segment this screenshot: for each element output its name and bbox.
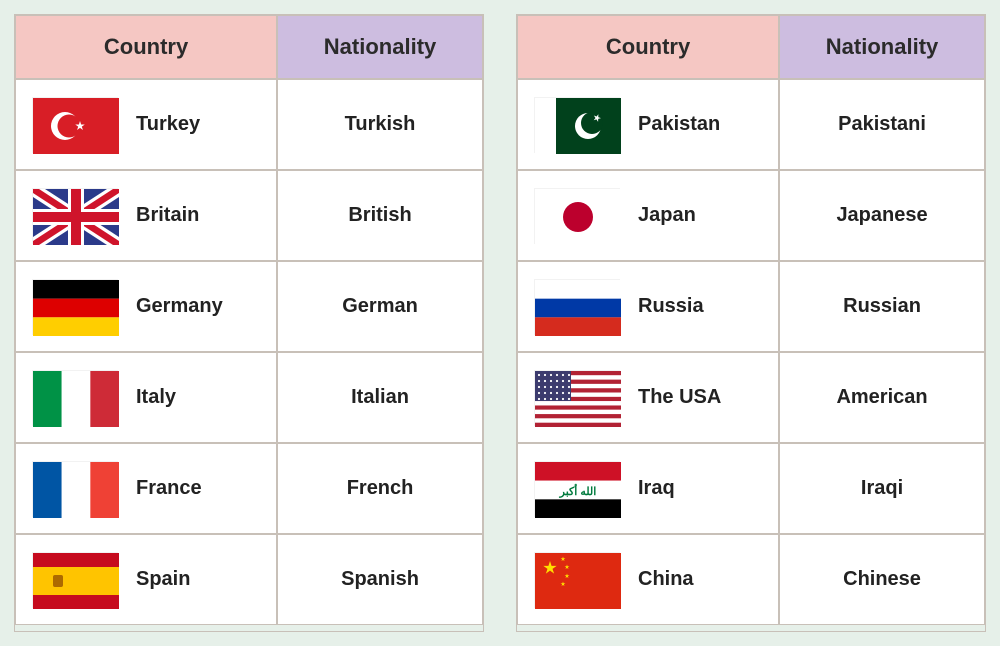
country-cell: Turkey (15, 79, 277, 170)
nationality-name: Chinese (843, 568, 921, 591)
germany-flag-icon (32, 279, 118, 335)
table-header: CountryNationality (517, 15, 985, 79)
table-row: Turkey Turkish (15, 79, 483, 170)
pakistan-flag-icon (534, 97, 620, 153)
nationality-cell: Turkish (277, 79, 483, 170)
nationality-cell: Spanish (277, 534, 483, 625)
nationality-name: Japanese (836, 204, 927, 227)
table-row: France French (15, 443, 483, 534)
country-name: France (136, 477, 202, 500)
table-header: CountryNationality (15, 15, 483, 79)
country-nationality-table: CountryNationality Pakistan Pakistani Japan… (516, 14, 986, 632)
table-row: Italy Italian (15, 352, 483, 443)
table-row: China Chinese (517, 534, 985, 625)
russia-flag-icon (534, 279, 620, 335)
country-name: Russia (638, 295, 704, 318)
table-row: الله أكبر Iraq Iraqi (517, 443, 985, 534)
header-country: Country (15, 15, 277, 79)
table-row: Spain Spanish (15, 534, 483, 625)
table-row: Germany German (15, 261, 483, 352)
country-nationality-table: CountryNationalityTurkeyTurkishBritainBr… (14, 14, 484, 632)
china-flag-icon (534, 552, 620, 608)
france-flag-icon (32, 461, 118, 517)
nationality-name: French (347, 477, 414, 500)
turkey-flag-icon (32, 97, 118, 153)
country-cell: China (517, 534, 779, 625)
nationality-cell: Pakistani (779, 79, 985, 170)
italy-flag-icon (32, 370, 118, 426)
table-row: The USA American (517, 352, 985, 443)
country-name: The USA (638, 386, 721, 409)
table-row: Russia Russian (517, 261, 985, 352)
nationality-name: American (836, 386, 927, 409)
iraq-flag-icon: الله أكبر (534, 461, 620, 517)
country-name: Italy (136, 386, 176, 409)
table-row: Japan Japanese (517, 170, 985, 261)
usa-flag-icon (534, 370, 620, 426)
nationality-name: Italian (351, 386, 409, 409)
country-name: Turkey (136, 113, 200, 136)
nationality-cell: Russian (779, 261, 985, 352)
country-name: Pakistan (638, 113, 720, 136)
nationality-cell: French (277, 443, 483, 534)
nationality-cell: British (277, 170, 483, 261)
nationality-cell: Japanese (779, 170, 985, 261)
japan-flag-icon (534, 188, 620, 244)
country-cell: Japan (517, 170, 779, 261)
svg-text:الله أكبر: الله أكبر (559, 484, 597, 498)
country-cell: الله أكبر Iraq (517, 443, 779, 534)
table-row: Britain British (15, 170, 483, 261)
country-cell: Italy (15, 352, 277, 443)
nationality-cell: Italian (277, 352, 483, 443)
country-cell: Spain (15, 534, 277, 625)
country-cell: Britain (15, 170, 277, 261)
table-row: Pakistan Pakistani (517, 79, 985, 170)
nationality-name: Turkish (345, 113, 416, 136)
country-cell: Pakistan (517, 79, 779, 170)
country-name: China (638, 568, 694, 591)
nationality-name: German (342, 295, 418, 318)
nationality-cell: German (277, 261, 483, 352)
country-name: Iraq (638, 477, 675, 500)
country-name: Spain (136, 568, 190, 591)
nationality-name: Russian (843, 295, 921, 318)
header-nationality: Nationality (277, 15, 483, 79)
nationality-name: Iraqi (861, 477, 903, 500)
country-cell: The USA (517, 352, 779, 443)
nationality-cell: Iraqi (779, 443, 985, 534)
header-nationality: Nationality (779, 15, 985, 79)
country-cell: Russia (517, 261, 779, 352)
nationality-name: Pakistani (838, 113, 926, 136)
nationality-cell: American (779, 352, 985, 443)
nationality-cell: Chinese (779, 534, 985, 625)
country-cell: Germany (15, 261, 277, 352)
nationality-name: British (348, 204, 411, 227)
country-name: Germany (136, 295, 223, 318)
nationality-name: Spanish (341, 568, 419, 591)
country-cell: France (15, 443, 277, 534)
country-name: Japan (638, 204, 696, 227)
spain-flag-icon (32, 552, 118, 608)
country-name: Britain (136, 204, 199, 227)
britain-flag-icon (32, 188, 118, 244)
header-country: Country (517, 15, 779, 79)
